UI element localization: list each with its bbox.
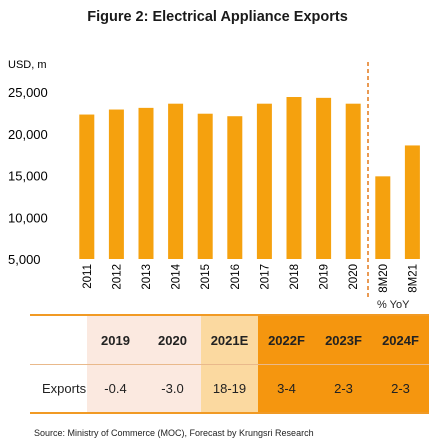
y-tick-label: 5,000	[8, 252, 41, 267]
bars	[79, 97, 420, 260]
x-tick-label: 8M20	[378, 264, 390, 293]
bar-2015	[197, 113, 213, 260]
bar-8m21	[404, 145, 420, 259]
header-cell-2021e: 2021E	[201, 316, 258, 365]
x-tick-label: 2013	[141, 264, 153, 290]
x-tick-label: 2015	[200, 264, 212, 290]
x-tick-label: 2017	[259, 264, 271, 290]
y-tick-label: 10,000	[8, 210, 48, 225]
bar-2018	[286, 97, 302, 259]
bar-chart: USD, m 5,000 10,000 15,000 20,000 25,000 201…	[8, 59, 420, 298]
bar-2014	[168, 103, 184, 259]
header-cell-2019: 2019	[87, 316, 144, 365]
x-tick-label: 2014	[171, 263, 183, 289]
x-tick-label: 2018	[289, 264, 301, 290]
y-tick-label: 15,000	[8, 169, 48, 184]
header-cell-2020: 2020	[144, 316, 201, 365]
x-tick-label: 2011	[82, 264, 94, 289]
y-tick-label: 20,000	[8, 127, 48, 142]
y-axis-unit: USD, m	[8, 59, 47, 71]
x-tick-label: 2016	[230, 264, 242, 290]
cell-exports-2024f: 2-3	[372, 364, 429, 412]
bar-2020	[345, 103, 361, 259]
x-tick-label: 2012	[111, 264, 123, 290]
bar-2011	[79, 114, 95, 259]
header-cell-2022f: 2022F	[258, 316, 315, 365]
header-cell-2024f: 2024F	[372, 316, 429, 365]
header-cell-blank	[30, 316, 87, 365]
bar-2013	[138, 107, 154, 260]
y-tick-label: 25,000	[8, 85, 48, 100]
bar-2012	[108, 109, 124, 259]
source-note: Source: Ministry of Commerce (MOC), Fore…	[34, 428, 314, 438]
cell-exports-2020: -3.0	[144, 364, 201, 412]
y-axis-ticks: 5,000 10,000 15,000 20,000 25,000	[8, 85, 48, 267]
header-cell-2023f: 2023F	[315, 316, 372, 365]
row-label-exports: Exports	[30, 364, 87, 412]
bar-2017	[256, 103, 272, 259]
x-tick-label: 8M21	[407, 264, 419, 293]
cell-exports-2019: -0.4	[87, 364, 144, 412]
yoy-unit-label: % YoY	[377, 299, 410, 311]
table-row-exports: Exports -0.4 -3.0 18-19 3-4 2-3 2-3	[30, 364, 429, 412]
bar-2016	[227, 116, 243, 259]
cell-exports-2022f: 3-4	[258, 364, 315, 412]
x-tick-label: 2020	[348, 264, 360, 290]
bar-8m20	[375, 176, 391, 259]
x-axis-ticks: 2011 2012 2013 2014 2015 2016 2017 2018 2019 2020…	[82, 263, 420, 292]
x-tick-label: 2019	[319, 264, 331, 290]
yoy-forecast-table: 2019 2020 2021E 2022F 2023F 2024F Export…	[30, 314, 429, 414]
cell-exports-2021e: 18-19	[201, 364, 258, 412]
cell-exports-2023f: 2-3	[315, 364, 372, 412]
bar-2019	[316, 97, 332, 259]
table-header-row: 2019 2020 2021E 2022F 2023F 2024F	[30, 316, 429, 365]
chart-title: Figure 2: Electrical Appliance Exports	[87, 9, 348, 25]
